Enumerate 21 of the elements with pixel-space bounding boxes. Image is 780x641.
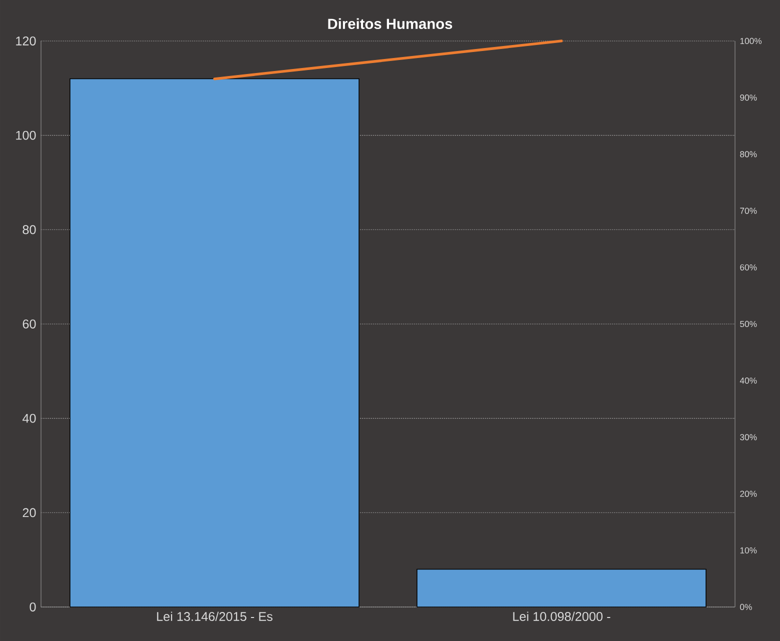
- y2-tick-label: 40%: [740, 378, 757, 384]
- y-tick-label: 80: [22, 225, 36, 234]
- y2-tick-label: 60%: [740, 264, 757, 270]
- y-tick-label: 20: [22, 508, 36, 518]
- x-tick-label: Lei 10.098/2000 -: [513, 612, 610, 621]
- y2-tick-label: 0%: [740, 604, 752, 610]
- y2-tick-label: 90%: [740, 94, 757, 101]
- y2-tick-label: 10%: [740, 547, 757, 554]
- y-tick-label: 120: [16, 36, 36, 46]
- y-tick-label: 40: [22, 414, 36, 423]
- y2-tick-label: 100%: [740, 38, 762, 44]
- chart-title: Direitos Humanos: [328, 18, 452, 30]
- x-tick-label: Lei 13.146/2015 - Es: [157, 612, 272, 621]
- y2-tick-label: 30%: [740, 434, 757, 440]
- y2-tick-label: 50%: [740, 320, 757, 328]
- y2-tick-label: 20%: [740, 490, 757, 497]
- y-tick-label: 100: [16, 130, 36, 140]
- y-tick-label: 60: [22, 320, 36, 328]
- y-tick-label: 0: [30, 602, 36, 612]
- y2-tick-label: 70%: [740, 208, 757, 214]
- y2-tick-label: 80%: [740, 151, 757, 158]
